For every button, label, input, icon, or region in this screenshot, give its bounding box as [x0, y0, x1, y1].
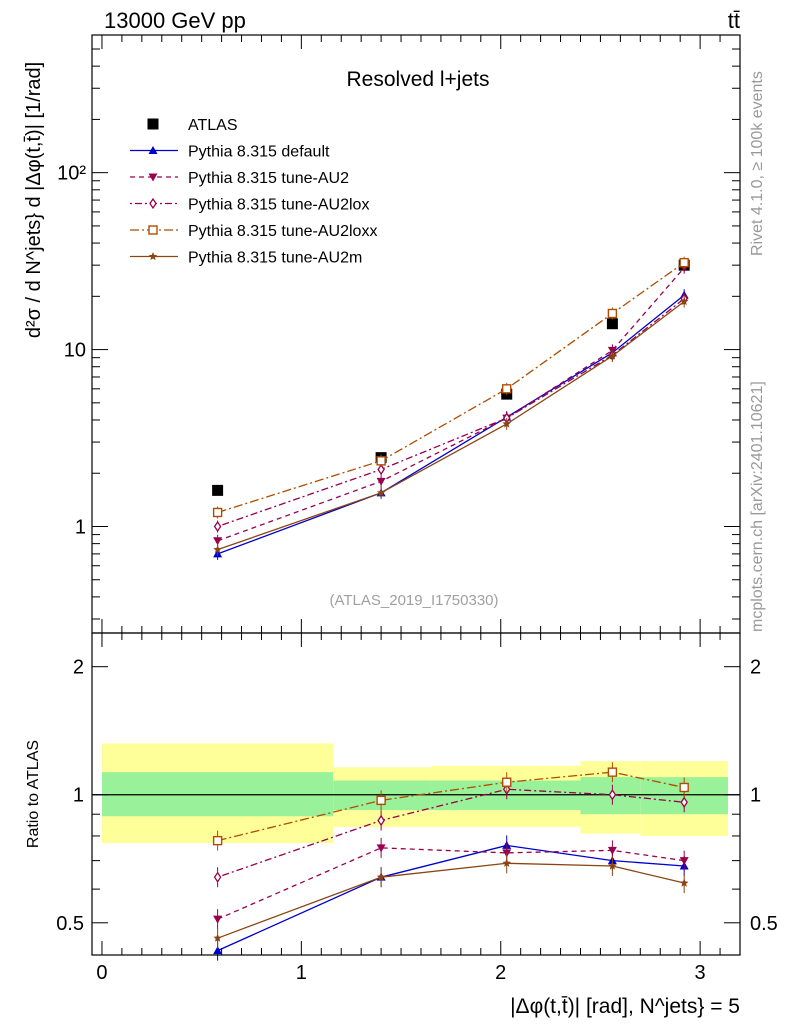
main-panel-title: Resolved l+jets — [347, 68, 490, 91]
ratio-series-line — [217, 788, 685, 878]
ratio-y-tick-label-left: 1 — [73, 785, 84, 807]
legend-marker — [148, 146, 158, 154]
legend-marker — [147, 118, 159, 130]
legend-entry-label: Pythia 8.315 tune-AU2m — [188, 250, 362, 267]
main-series-line — [217, 267, 685, 542]
ratio-data-point — [607, 767, 618, 777]
ratio-y-tick-label-left: 0.5 — [56, 913, 84, 935]
ratio-data-point — [679, 878, 689, 887]
ratio-data-point — [213, 871, 222, 883]
legend-entry-label: ATLAS — [188, 117, 238, 134]
ratio-data-point — [502, 858, 511, 867]
main-data-point — [212, 507, 223, 518]
main-panel-series — [212, 256, 690, 560]
legend-marker — [148, 252, 158, 261]
main-series-line — [217, 300, 685, 551]
ratio-data-point — [608, 789, 617, 801]
ratio-data-point — [502, 777, 512, 787]
main-data-point — [376, 456, 386, 466]
main-y-axis-label: d²σ / d N^jets} d |Δφ(t,t̄)| [1/rad] — [23, 62, 45, 338]
main-data-point — [212, 484, 224, 496]
main-data-point — [376, 488, 386, 497]
ratio-panel-ticks: 0.5 0.5 1 1 2 2 0 1 2 3 — [56, 633, 778, 984]
mcplots-citation-label: mcplots.cern.ch [arXiv:2401.10621] — [749, 381, 766, 632]
main-data-point — [213, 545, 222, 554]
ratio-y-tick-label-right: 0.5 — [750, 913, 778, 935]
ratio-data-point — [212, 835, 223, 846]
header-process-label: tt̄ — [728, 8, 740, 33]
main-data-point — [213, 537, 223, 546]
main-data-point — [502, 384, 512, 394]
x-tick-label: 3 — [695, 962, 706, 984]
ratio-data-point — [679, 857, 689, 866]
analysis-watermark: (ATLAS_2019_I1750330) — [329, 592, 498, 609]
rivet-version-label: Rivet 4.1.0, ≥ 100k events — [749, 71, 766, 256]
main-y-tick-label: 1 — [75, 516, 86, 538]
main-data-point — [679, 297, 689, 306]
x-axis-label: |Δφ(t,t̄)| [rad], N^jets} = 5 — [510, 995, 740, 1018]
main-series-line — [217, 262, 685, 514]
main-data-point — [606, 318, 618, 330]
x-tick-label: 0 — [96, 962, 107, 984]
ratio-data-point — [679, 782, 689, 793]
main-panel-ticks: 1 10 10² — [57, 34, 741, 633]
ratio-data-point — [213, 933, 222, 942]
ratio-data-point — [608, 861, 617, 870]
header-energy-label: 13000 GeV pp — [104, 8, 246, 33]
ratio-data-point — [607, 846, 617, 855]
legend-entry-label: Pythia 8.315 tune-AU2 — [188, 170, 349, 187]
main-data-point — [502, 419, 511, 428]
x-tick-label: 2 — [495, 962, 506, 984]
ratio-panel-series — [212, 762, 689, 961]
ratio-panel-bands — [92, 743, 740, 844]
legend-entry-label: Pythia 8.315 default — [188, 144, 330, 161]
main-y-tick-label: 10 — [64, 340, 86, 362]
ratio-data-point — [377, 814, 385, 827]
main-data-point — [607, 308, 618, 319]
legend-marker — [149, 197, 157, 210]
ratio-data-point — [213, 915, 223, 924]
main-data-point — [608, 351, 617, 360]
ratio-series-line — [217, 862, 685, 939]
ratio-data-point — [213, 946, 223, 955]
ratio-series-line — [217, 847, 685, 920]
main-data-point — [376, 477, 386, 486]
ratio-data-point — [376, 844, 386, 853]
ratio-panel-frame — [91, 632, 741, 956]
main-y-tick-label: 10² — [57, 163, 86, 185]
main-panel: 1 10 10² Resolved l+jets (ATLAS_2019_I1750… — [23, 34, 741, 634]
main-data-point — [377, 463, 385, 476]
legend: ATLAS Pythia 8.315 default Pythia 8.315 tu… — [130, 117, 377, 267]
x-tick-label: 1 — [296, 962, 307, 984]
ratio-data-point — [376, 872, 386, 881]
ratio-y-tick-label-right: 2 — [750, 657, 761, 679]
ratio-data-point — [680, 796, 688, 808]
main-data-point — [213, 520, 222, 533]
legend-marker — [148, 173, 158, 182]
ratio-panel: 0.5 0.5 1 1 2 2 0 1 2 3 Ratio to ATLAS |Δφ(t,t̄)|… — [25, 632, 778, 1018]
legend-entry-label: Pythia 8.315 tune-AU2loxx — [188, 223, 377, 240]
legend-marker — [148, 225, 158, 235]
main-series-line — [217, 298, 685, 528]
main-data-point — [679, 257, 689, 268]
ratio-y-tick-label-left: 2 — [73, 657, 84, 679]
ratio-y-tick-label-right: 1 — [750, 785, 761, 807]
legend-entry-label: Pythia 8.315 tune-AU2lox — [188, 197, 369, 214]
ratio-y-axis-label: Ratio to ATLAS — [25, 740, 42, 848]
ratio-data-point — [376, 795, 386, 806]
